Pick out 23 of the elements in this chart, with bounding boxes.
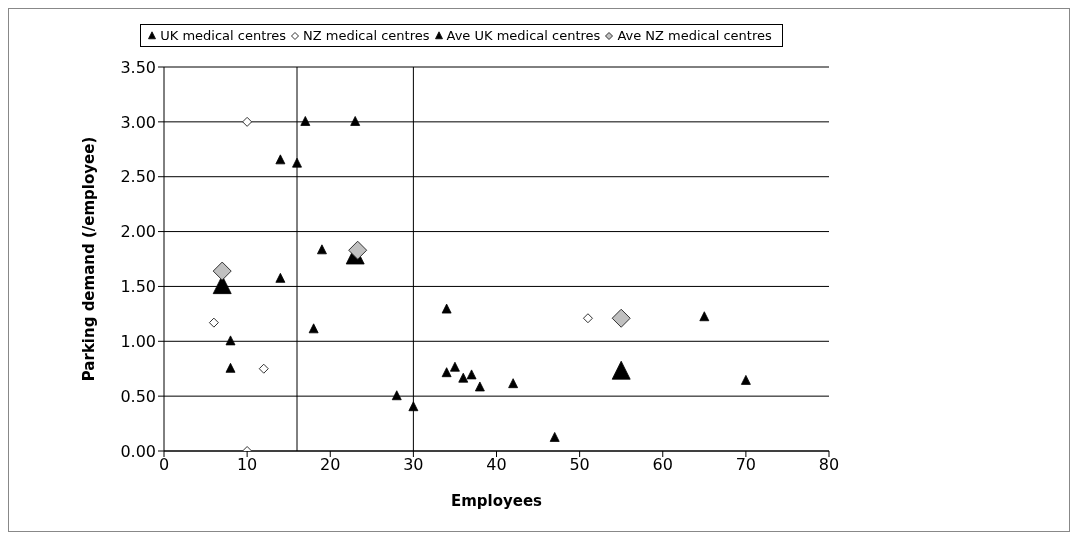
legend-label: NZ medical centres [302,28,430,43]
x-tick-label: 0 [158,455,170,475]
y-tick-label: 1.50 [120,277,156,297]
legend-label: Ave UK medical centres [445,28,601,43]
y-tick-label: 2.00 [120,222,156,242]
x-tick-label: 10 [236,455,258,475]
x-tick-label: 40 [486,455,507,475]
x-tick-label: 50 [569,455,590,475]
legend-label: Ave NZ medical centres [616,28,772,43]
x-tick-label: 20 [320,455,341,475]
y-tick-label: 3.00 [120,112,156,132]
x-tick-label: 60 [652,455,673,475]
y-tick-label: 0.00 [120,441,156,461]
y-tick-label: 2.50 [120,167,156,187]
y-axis-title: Parking demand (/employee) [80,136,99,382]
y-tick-label: 0.50 [120,386,156,406]
y-tick-label: 1.00 [120,331,156,351]
x-tick-label: 70 [735,455,757,475]
y-tick-label: 3.50 [120,57,156,77]
x-tick-label: 80 [818,455,840,475]
x-axis-title: Employees [450,492,543,510]
legend-label: UK medical centres [159,28,287,43]
x-tick-label: 30 [403,455,424,475]
